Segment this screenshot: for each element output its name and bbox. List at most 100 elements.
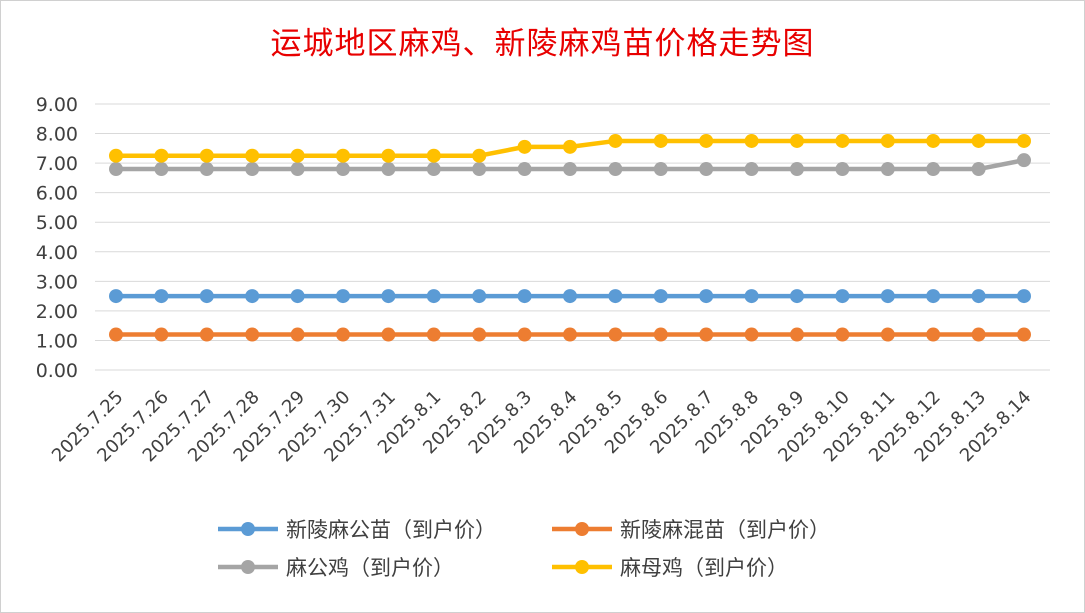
data-point [336, 289, 350, 304]
data-point [971, 133, 986, 148]
data-point [426, 289, 441, 304]
data-point [744, 289, 759, 304]
series-lines [109, 133, 1031, 342]
data-point [109, 162, 123, 177]
data-point [381, 148, 396, 163]
legend-label: 新陵麻混苗（到户价） [620, 518, 830, 542]
legend-label: 麻公鸡（到户价） [286, 556, 454, 580]
data-point [790, 162, 804, 177]
data-point [517, 162, 532, 177]
data-point [154, 148, 169, 163]
data-point [835, 289, 850, 304]
data-point [608, 327, 623, 342]
data-point [835, 162, 850, 177]
data-point [290, 289, 305, 304]
data-point [336, 327, 350, 342]
y-tick-label: 3.00 [36, 271, 78, 293]
data-point [199, 289, 214, 304]
data-point [109, 148, 123, 163]
data-point [926, 289, 941, 304]
legend-label: 新陵麻公苗（到户价） [286, 518, 496, 542]
data-point [926, 133, 941, 148]
data-point [381, 162, 396, 177]
data-point [971, 162, 986, 177]
data-point [290, 148, 305, 163]
data-point [699, 289, 714, 304]
data-point [744, 162, 759, 177]
data-point [517, 139, 532, 154]
data-point [653, 133, 668, 148]
legend-marker [575, 560, 589, 574]
y-tick-label: 1.00 [36, 330, 78, 352]
data-point [699, 133, 714, 148]
data-point [608, 133, 623, 148]
y-tick-label: 9.00 [36, 94, 78, 116]
data-point [563, 139, 577, 154]
y-tick-label: 0.00 [36, 360, 78, 382]
data-point [835, 133, 850, 148]
data-point [109, 327, 123, 342]
y-tick-label: 6.00 [36, 183, 78, 205]
data-point [1017, 133, 1031, 148]
data-point [1017, 327, 1031, 342]
data-point [653, 327, 668, 342]
legend: 新陵麻公苗（到户价） 新陵麻混苗（到户价） 麻公鸡（到户价） 麻母鸡（到户价） [218, 518, 830, 580]
data-point [880, 133, 895, 148]
data-point [971, 327, 986, 342]
data-point [835, 327, 850, 342]
chart-title: 运城地区麻鸡、新陵麻鸡苗价格走势图 [270, 26, 815, 62]
data-point [1017, 153, 1031, 168]
data-point [154, 289, 169, 304]
data-point [653, 289, 668, 304]
legend-marker [241, 560, 255, 574]
data-point [744, 133, 759, 148]
data-point [744, 327, 759, 342]
data-point [790, 133, 804, 148]
data-point [653, 162, 668, 177]
data-point [199, 162, 214, 177]
legend-label: 麻母鸡（到户价） [620, 556, 788, 580]
data-point [472, 162, 487, 177]
grid-lines [95, 103, 1050, 371]
data-point [336, 162, 350, 177]
data-point [290, 327, 305, 342]
y-axis-ticks: 0.00 1.00 2.00 3.00 4.00 5.00 6.00 7.00 8.00 9.00 [36, 94, 78, 382]
data-point [517, 289, 532, 304]
data-point [381, 327, 396, 342]
data-point [608, 162, 623, 177]
data-point [381, 289, 396, 304]
y-tick-label: 8.00 [36, 124, 78, 146]
data-point [563, 289, 577, 304]
data-point [1017, 289, 1031, 304]
data-point [926, 327, 941, 342]
data-point [880, 289, 895, 304]
y-tick-label: 2.00 [36, 301, 78, 323]
data-point [472, 289, 487, 304]
data-point [472, 327, 487, 342]
data-point [699, 162, 714, 177]
data-point [109, 289, 123, 304]
data-point [245, 162, 260, 177]
data-point [199, 148, 214, 163]
y-tick-label: 4.00 [36, 242, 78, 264]
data-point [790, 289, 804, 304]
data-point [336, 148, 350, 163]
data-point [199, 327, 214, 342]
data-point [154, 327, 169, 342]
legend-marker [241, 522, 255, 536]
data-point [472, 148, 487, 163]
y-tick-label: 5.00 [36, 212, 78, 234]
data-point [563, 162, 577, 177]
data-point [290, 162, 305, 177]
legend-marker [575, 522, 589, 536]
data-point [563, 327, 577, 342]
data-point [517, 327, 532, 342]
data-point [245, 327, 260, 342]
data-point [426, 148, 441, 163]
data-point [699, 327, 714, 342]
data-point [880, 327, 895, 342]
data-point [426, 327, 441, 342]
data-point [154, 162, 169, 177]
